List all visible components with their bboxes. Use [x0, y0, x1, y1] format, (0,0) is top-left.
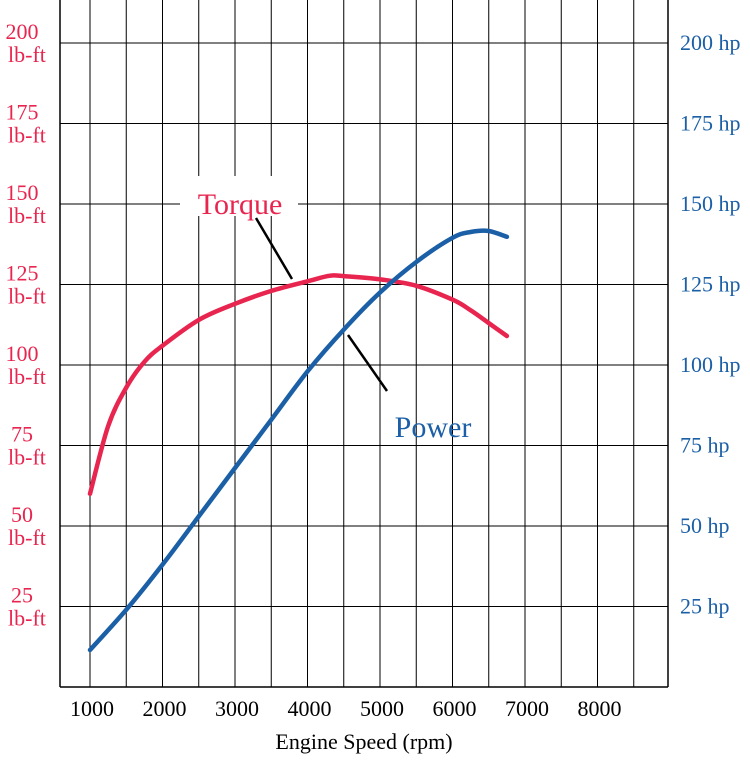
right-tick-label: 150 hp	[680, 191, 741, 216]
left-tick-value: 25	[11, 583, 33, 608]
left-tick-value: 150	[6, 180, 39, 205]
annotation-leader-torque	[254, 217, 294, 280]
left-tick-value: 175	[6, 100, 39, 125]
x-tick-label: 6000	[433, 696, 477, 721]
annotation-torque: Torque	[198, 188, 283, 221]
right-tick-label: 175 hp	[680, 111, 741, 136]
right-tick-label: 25 hp	[680, 594, 730, 619]
x-tick-label: 7000	[505, 696, 549, 721]
x-tick-label: 8000	[578, 696, 622, 721]
right-tick-label: 125 hp	[680, 272, 741, 297]
x-tick-label: 4000	[288, 696, 332, 721]
plot-grid	[60, 0, 668, 687]
x-tick-label: 3000	[215, 696, 259, 721]
left-tick-unit: lb-ft	[8, 525, 46, 550]
plot-frame	[59, 0, 669, 688]
left-tick-value: 50	[11, 502, 33, 527]
x-axis-tick-labels: 1000 2000 3000 4000 5000 6000 7000 8000	[70, 696, 622, 721]
left-axis-tick-labels: 25lb-ft50lb-ft75lb-ft100lb-ft125lb-ft150…	[6, 19, 46, 631]
left-tick-unit: lb-ft	[8, 42, 46, 67]
left-tick-value: 75	[11, 422, 33, 447]
right-axis-tick-labels: 25 hp 50 hp 75 hp 100 hp 125 hp 150 hp 175 hp 2…	[680, 30, 741, 619]
annotation-leader-power	[346, 334, 389, 392]
right-tick-label: 200 hp	[680, 30, 741, 55]
right-tick-label: 50 hp	[680, 513, 730, 538]
left-tick-unit: lb-ft	[8, 364, 46, 389]
annotation-power: Power	[395, 411, 472, 444]
annotation-background	[180, 176, 298, 216]
left-tick-unit: lb-ft	[8, 123, 46, 148]
right-tick-label: 100 hp	[680, 352, 741, 377]
x-tick-label: 2000	[143, 696, 187, 721]
series-line-torque	[87, 273, 510, 497]
series-lines	[87, 228, 510, 653]
x-tick-label: 1000	[70, 696, 114, 721]
left-tick-value: 125	[6, 261, 39, 286]
x-axis-label: Engine Speed (rpm)	[275, 729, 452, 754]
series-line-power	[87, 228, 510, 653]
series-annotations: Torque Power	[180, 176, 471, 444]
left-tick-unit: lb-ft	[8, 284, 46, 309]
left-tick-value: 200	[6, 19, 39, 44]
x-tick-label: 5000	[360, 696, 404, 721]
left-tick-unit: lb-ft	[8, 203, 46, 228]
left-tick-unit: lb-ft	[8, 606, 46, 631]
annotation-leaders	[254, 217, 389, 392]
left-tick-value: 100	[6, 341, 39, 366]
right-tick-label: 75 hp	[680, 433, 730, 458]
left-tick-unit: lb-ft	[8, 445, 46, 470]
